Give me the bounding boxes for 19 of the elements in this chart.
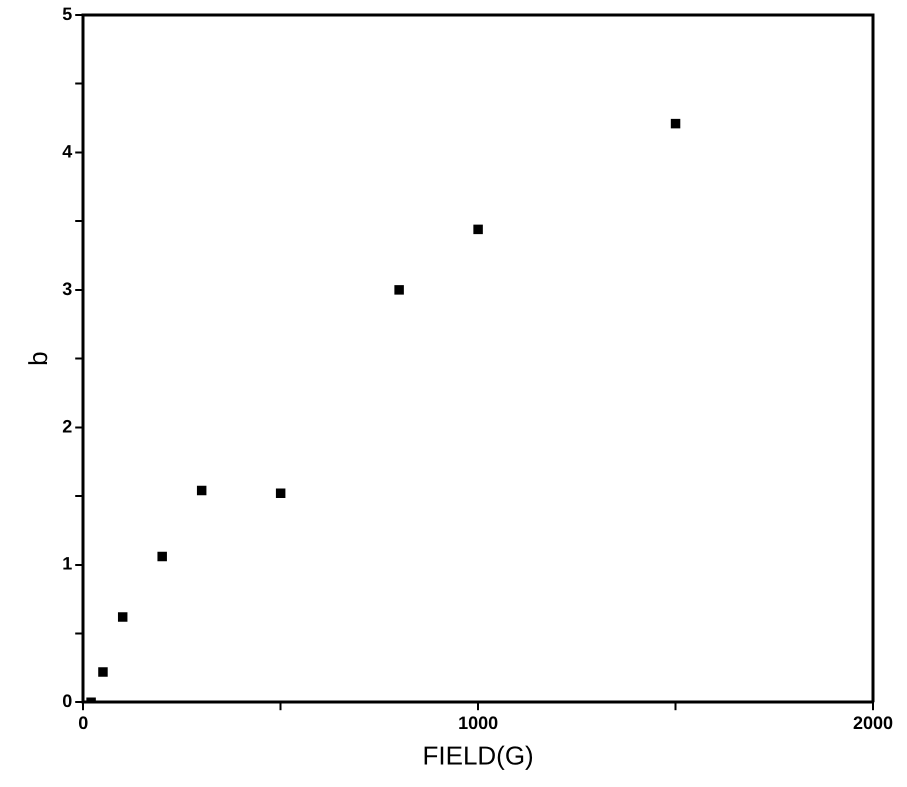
point <box>473 224 483 234</box>
y-tick-label: 2 <box>62 416 72 436</box>
y-tick-label: 0 <box>62 691 72 712</box>
y-tick-label: 4 <box>62 141 72 162</box>
point <box>157 552 167 562</box>
x-axis-title: FIELD(G) <box>422 740 534 771</box>
x-tick-label: 1000 <box>458 712 498 733</box>
x-tick-label: 2000 <box>852 712 894 733</box>
y-tick-label: 5 <box>62 4 72 24</box>
point <box>196 486 206 496</box>
y-axis-title: b <box>22 351 53 366</box>
point <box>394 285 404 295</box>
point <box>98 667 108 677</box>
y-tick-label: 3 <box>62 278 72 299</box>
point <box>670 118 680 128</box>
y-tick-label: 1 <box>62 554 72 574</box>
point <box>118 612 128 622</box>
x-tick-label: 0 <box>78 712 88 733</box>
point <box>276 488 286 498</box>
